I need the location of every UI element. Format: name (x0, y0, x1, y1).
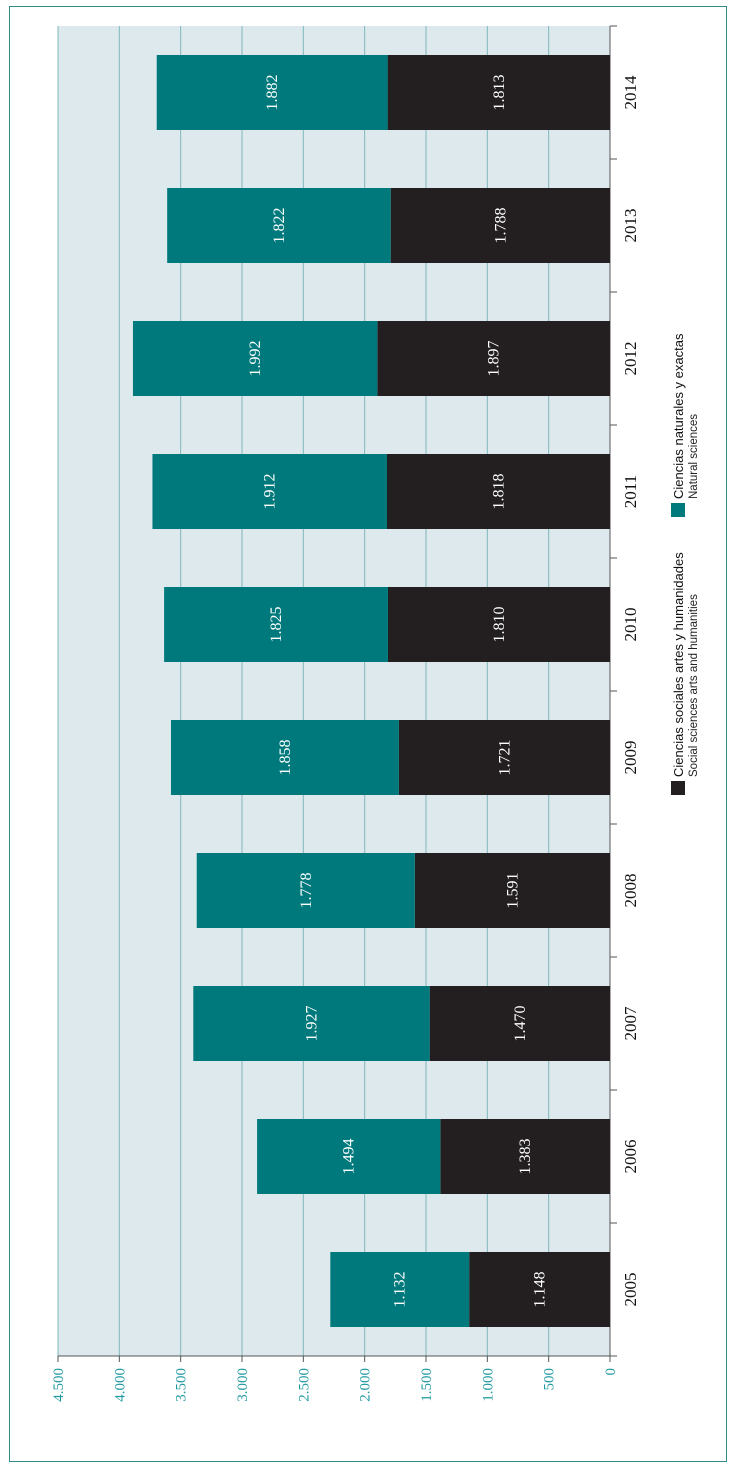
legend-sublabel-social-sciences: Social sciences arts and humanities (688, 594, 700, 777)
value-tick-label-2000: 2.000 (358, 1368, 374, 1402)
bar-2006-series-0 (440, 1119, 610, 1194)
category-label-2012: 2012 (621, 342, 640, 376)
bar-2014-series-1 (156, 55, 388, 130)
bar-2008-series-1 (196, 853, 415, 928)
category-label-2007: 2007 (621, 1006, 640, 1041)
category-label-2013: 2013 (621, 209, 640, 243)
data-label-2010-series-0: 1.810 (491, 607, 508, 643)
chart-frame (9, 6, 727, 1462)
category-label-2014: 2014 (621, 75, 640, 110)
value-tick-label-3500: 3.500 (174, 1368, 190, 1402)
bar-2007-series-1 (193, 986, 430, 1061)
value-tick-label-2500: 2.500 (296, 1368, 312, 1402)
data-label-2005-series-0: 1.148 (532, 1272, 549, 1308)
data-label-2006-series-0: 1.383 (517, 1139, 534, 1175)
bar-2013-series-0 (390, 188, 610, 263)
category-label-2009: 2009 (621, 741, 640, 775)
bar-2011-series-0 (386, 454, 610, 529)
bar-2009-series-1 (170, 720, 399, 795)
category-label-2010: 2010 (621, 608, 640, 642)
bar-2010-series-0 (387, 587, 610, 662)
data-label-2014-series-0: 1.813 (491, 75, 508, 111)
bar-2013-series-1 (167, 188, 391, 263)
data-label-2013-series-0: 1.788 (492, 208, 509, 244)
data-label-2007-series-0: 1.470 (512, 1006, 529, 1042)
legend-swatch-social-sciences (671, 781, 685, 795)
legend-label-social-sciences: Ciencias sociales artes y humanidades (671, 552, 686, 777)
data-label-2007-series-1: 1.927 (303, 1006, 320, 1042)
data-label-2008-series-0: 1.591 (504, 873, 521, 909)
bar-2012-series-1 (132, 321, 378, 396)
bar-2007-series-0 (429, 986, 610, 1061)
legend-swatch-natural-sciences (671, 503, 685, 517)
legend-label-natural-sciences: Ciencias naturales y exactas (671, 333, 686, 499)
data-label-2011-series-1: 1.912 (262, 474, 279, 510)
data-label-2012-series-1: 1.992 (247, 341, 264, 377)
data-label-2006-series-1: 1.494 (341, 1139, 358, 1175)
bar-2014-series-0 (387, 55, 610, 130)
bar-2008-series-0 (414, 853, 610, 928)
value-tick-label-0: 0 (603, 1368, 619, 1376)
bar-2010-series-1 (164, 587, 388, 662)
data-label-2005-series-1: 1.132 (392, 1272, 409, 1308)
value-tick-label-4500: 4.500 (51, 1368, 67, 1402)
data-label-2009-series-0: 1.721 (496, 740, 513, 776)
bar-2005-series-1 (330, 1252, 470, 1327)
value-tick-label-1000: 1.000 (480, 1368, 496, 1402)
category-label-2011: 2011 (621, 475, 640, 508)
value-tick-label-4000: 4.000 (112, 1368, 128, 1402)
bar-2011-series-1 (152, 454, 387, 529)
bar-2012-series-0 (377, 321, 610, 396)
legend-sublabel-natural-sciences: Natural sciences (688, 414, 700, 499)
data-label-2012-series-0: 1.897 (486, 340, 503, 376)
data-label-2010-series-1: 1.825 (268, 607, 285, 643)
value-tick-label-1500: 1.500 (419, 1368, 435, 1402)
data-label-2009-series-1: 1.858 (277, 740, 294, 776)
bar-2006-series-1 (257, 1119, 441, 1194)
bar-2005-series-0 (469, 1252, 610, 1327)
data-label-2013-series-1: 1.822 (271, 208, 288, 244)
category-label-2008: 2008 (621, 874, 640, 908)
data-label-2011-series-0: 1.818 (490, 473, 507, 509)
value-tick-label-500: 500 (542, 1368, 558, 1391)
category-label-2006: 2006 (621, 1140, 640, 1174)
bar-2009-series-0 (398, 720, 610, 795)
data-label-2014-series-1: 1.882 (264, 75, 281, 111)
legend: Ciencias sociales artes y humanidades Soc… (671, 333, 700, 795)
data-label-2008-series-1: 1.778 (298, 873, 315, 909)
value-tick-label-3000: 3.000 (235, 1368, 251, 1402)
category-label-2005: 2005 (621, 1273, 640, 1307)
